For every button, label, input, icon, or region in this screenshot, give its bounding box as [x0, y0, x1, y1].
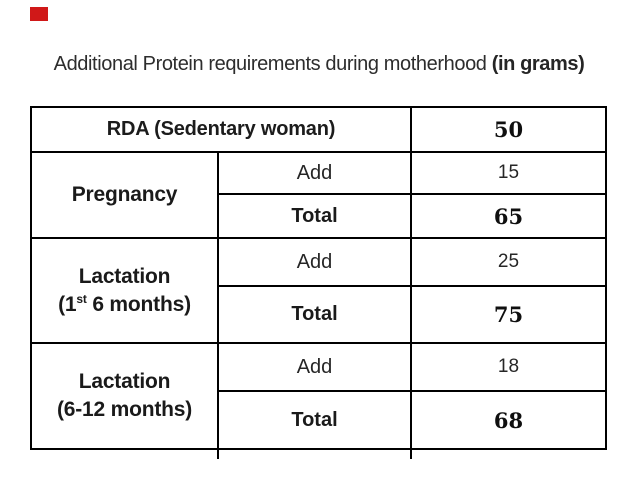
title-text: Additional Protein requirements during m…: [53, 53, 492, 75]
protein-requirements-table: RDA (Sedentary woman) 50 Pregnancy Add 1…: [30, 106, 607, 450]
border-stub-left-divider: [217, 450, 219, 459]
cell-lactation1-total-value: 75: [412, 287, 605, 344]
group-lactation1-label-line2: (1st 6 months): [58, 291, 191, 319]
lactation1-line2-superscript: st: [76, 291, 87, 306]
cell-group-pregnancy: Pregnancy: [32, 153, 219, 239]
border-stub-right-divider: [410, 450, 412, 459]
group-pregnancy-label: Pregnancy: [71, 183, 178, 206]
cell-lactation1-total-label: Total: [219, 287, 412, 344]
cell-pregnancy-add-value: 15: [412, 153, 605, 195]
cell-lactation2-add-value: 18: [412, 344, 605, 392]
lactation1-line2-suffix: 6 months): [86, 292, 191, 316]
slide-title: Additional Protein requirements during m…: [0, 53, 638, 76]
cell-pregnancy-total-label: Total: [219, 195, 412, 239]
cell-lactation2-total-label: Total: [219, 392, 412, 448]
cell-rda-value: 50: [412, 108, 605, 153]
cell-pregnancy-add-label: Add: [219, 153, 412, 195]
lactation1-line2-prefix: (1: [58, 292, 77, 316]
title-bold-text: (in grams): [491, 53, 585, 75]
cell-pregnancy-total-value: 65: [412, 195, 605, 239]
cell-lactation2-total-value: 68: [493, 407, 524, 433]
cell-lactation2-add-label: Add: [219, 344, 412, 392]
cell-lactation1-add-value: 25: [412, 239, 605, 287]
group-lactation2-label-line2: (6-12 months): [56, 398, 193, 421]
red-accent-mark: [30, 7, 48, 21]
group-lactation1-label-line1: Lactation: [78, 264, 171, 288]
cell-lactation1-add-label: Add: [219, 239, 412, 287]
group-lactation2-label-line1: Lactation: [78, 370, 171, 393]
cell-group-lactation-1st-6-months: Lactation (1st 6 months): [32, 239, 219, 344]
cell-rda-label: RDA (Sedentary woman): [32, 108, 412, 153]
cell-group-lactation-6-12-months: Lactation (6-12 months): [32, 344, 219, 448]
